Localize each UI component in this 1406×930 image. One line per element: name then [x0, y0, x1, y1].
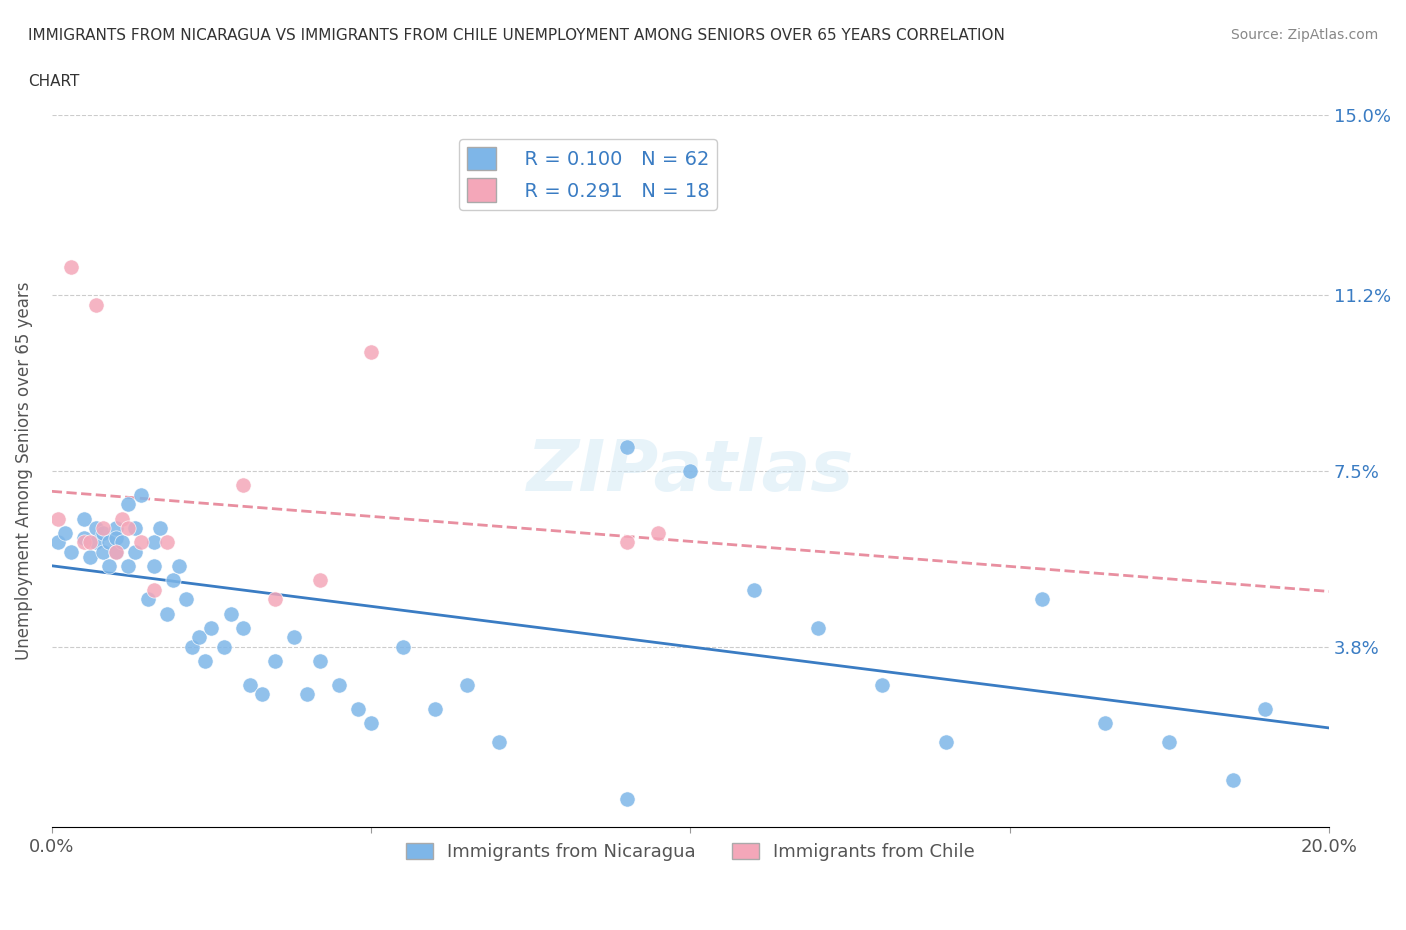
Y-axis label: Unemployment Among Seniors over 65 years: Unemployment Among Seniors over 65 years	[15, 282, 32, 660]
Text: Source: ZipAtlas.com: Source: ZipAtlas.com	[1230, 28, 1378, 42]
Point	[136, 592, 159, 607]
Point	[200, 620, 222, 635]
Point	[169, 559, 191, 574]
Point	[870, 677, 893, 692]
Point	[551, 155, 574, 170]
Point	[647, 525, 669, 540]
Point	[1094, 715, 1116, 730]
Legend: Immigrants from Nicaragua, Immigrants from Chile: Immigrants from Nicaragua, Immigrants fr…	[398, 835, 983, 869]
Point	[181, 640, 204, 655]
Point	[46, 512, 69, 526]
Point	[156, 535, 179, 550]
Point	[79, 535, 101, 550]
Point	[1159, 735, 1181, 750]
Point	[46, 535, 69, 550]
Point	[212, 640, 235, 655]
Point	[73, 535, 96, 550]
Point	[264, 654, 287, 669]
Point	[117, 559, 139, 574]
Point	[156, 606, 179, 621]
Point	[79, 550, 101, 565]
Point	[309, 573, 332, 588]
Point	[488, 735, 510, 750]
Point	[392, 640, 415, 655]
Point	[232, 620, 254, 635]
Point	[679, 464, 702, 479]
Point	[117, 497, 139, 512]
Point	[111, 535, 134, 550]
Point	[935, 735, 957, 750]
Point	[59, 259, 82, 274]
Point	[347, 701, 370, 716]
Point	[423, 701, 446, 716]
Point	[91, 525, 114, 540]
Point	[283, 630, 305, 644]
Point	[91, 521, 114, 536]
Point	[129, 535, 152, 550]
Point	[104, 544, 127, 559]
Point	[124, 544, 146, 559]
Point	[264, 592, 287, 607]
Point	[98, 559, 121, 574]
Point	[456, 677, 478, 692]
Point	[86, 298, 108, 312]
Text: ZIPatlas: ZIPatlas	[527, 437, 853, 506]
Point	[73, 512, 96, 526]
Point	[194, 654, 217, 669]
Point	[142, 559, 165, 574]
Point	[187, 630, 209, 644]
Point	[111, 512, 134, 526]
Point	[309, 654, 332, 669]
Text: CHART: CHART	[28, 74, 80, 89]
Point	[117, 521, 139, 536]
Point	[91, 544, 114, 559]
Point	[59, 544, 82, 559]
Point	[360, 345, 382, 360]
Point	[252, 687, 274, 702]
Point	[73, 530, 96, 545]
Point	[616, 791, 638, 806]
Point	[807, 620, 830, 635]
Point	[239, 677, 262, 692]
Point	[1254, 701, 1277, 716]
Point	[219, 606, 242, 621]
Point	[86, 521, 108, 536]
Point	[162, 573, 184, 588]
Point	[149, 521, 172, 536]
Point	[124, 521, 146, 536]
Point	[53, 525, 76, 540]
Point	[98, 535, 121, 550]
Point	[742, 582, 765, 597]
Point	[104, 530, 127, 545]
Point	[616, 440, 638, 455]
Point	[129, 487, 152, 502]
Text: IMMIGRANTS FROM NICARAGUA VS IMMIGRANTS FROM CHILE UNEMPLOYMENT AMONG SENIORS OV: IMMIGRANTS FROM NICARAGUA VS IMMIGRANTS …	[28, 28, 1005, 43]
Point	[360, 715, 382, 730]
Point	[1031, 592, 1053, 607]
Point	[174, 592, 197, 607]
Point	[142, 535, 165, 550]
Point	[104, 521, 127, 536]
Point	[1222, 773, 1244, 788]
Point	[86, 535, 108, 550]
Point	[616, 535, 638, 550]
Point	[104, 544, 127, 559]
Point	[232, 478, 254, 493]
Point	[295, 687, 318, 702]
Point	[328, 677, 350, 692]
Point	[142, 582, 165, 597]
